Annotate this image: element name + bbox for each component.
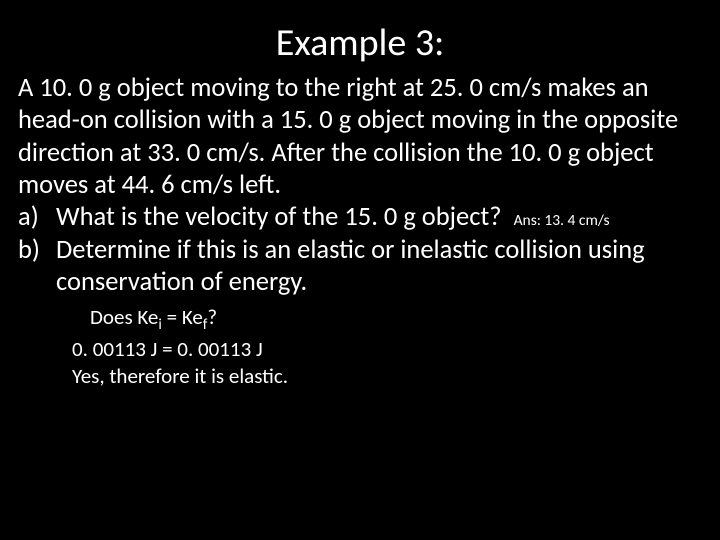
question-a-text: What is the velocity of the 15. 0 g obje…	[56, 201, 502, 233]
work-l1-pre: Does Ke	[90, 304, 158, 330]
marker-b: b)	[18, 234, 56, 299]
work-line-1: Does Kei = Kef?	[72, 304, 702, 336]
work-line-2: 0. 00113 J = 0. 00113 J	[72, 336, 702, 363]
question-b-text: Determine if this is an elastic or inela…	[56, 234, 702, 299]
problem-statement: A 10. 0 g object moving to the right at …	[18, 72, 702, 201]
marker-a: a)	[18, 201, 56, 233]
question-b: b) Determine if this is an elastic or in…	[18, 234, 702, 299]
question-a-content: What is the velocity of the 15. 0 g obje…	[56, 201, 702, 233]
work-l1-mid: = Ke	[162, 304, 203, 330]
work-shown: Does Kei = Kef? 0. 00113 J = 0. 00113 J …	[72, 304, 702, 389]
work-l1-post: ?	[207, 304, 217, 330]
question-a: a) What is the velocity of the 15. 0 g o…	[18, 201, 702, 233]
work-line-3: Yes, therefore it is elastic.	[72, 363, 702, 390]
question-a-answer: Ans: 13. 4 cm/s	[514, 211, 610, 230]
slide-title: Example 3:	[18, 20, 702, 66]
